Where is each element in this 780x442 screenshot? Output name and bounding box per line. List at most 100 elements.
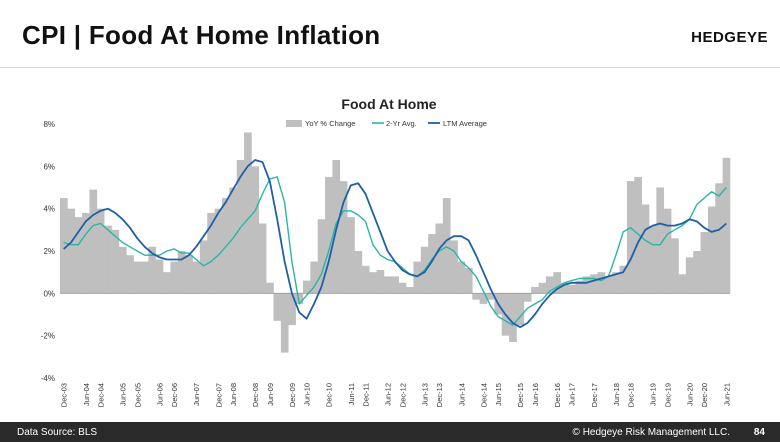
x-tick-label: Dec-04 xyxy=(97,383,106,407)
bar-yoy xyxy=(656,187,665,294)
y-tick-label: -4% xyxy=(41,374,55,383)
bar-yoy xyxy=(545,276,554,294)
slide-title: CPI | Food At Home Inflation xyxy=(22,20,381,50)
x-tick-label: Jun-20 xyxy=(686,383,695,406)
food-at-home-chart: Food At Home YoY % Change 2-Yr Avg. LTM Av… xyxy=(41,96,732,407)
x-tick-label: Dec-19 xyxy=(663,383,672,407)
y-tick-label: 0% xyxy=(43,289,55,298)
legend-label-2yr: 2-Yr Avg. xyxy=(386,119,417,128)
x-tick-label: Jun-19 xyxy=(649,383,658,406)
bar-yoy xyxy=(406,286,414,294)
bar-yoy xyxy=(428,234,436,294)
bar-yoy xyxy=(391,276,399,294)
bar-yoy xyxy=(413,261,422,294)
x-tick-label: Dec-09 xyxy=(288,383,297,407)
x-tick-label: Dec-11 xyxy=(362,383,371,407)
bar-yoy xyxy=(317,219,326,294)
x-tick-label: Jun-06 xyxy=(155,383,164,406)
x-tick-label: Jun-18 xyxy=(612,383,621,406)
bar-yoy xyxy=(266,282,274,294)
x-tick-label: Jun-04 xyxy=(82,383,91,406)
bar-yoy xyxy=(74,217,83,294)
bar-yoy xyxy=(597,272,606,294)
bar-yoy xyxy=(626,181,635,294)
x-tick-label: Jun-15 xyxy=(494,383,503,406)
x-tick-label: Jun-08 xyxy=(229,383,238,406)
bar-yoy xyxy=(523,293,532,302)
bar-yoy xyxy=(177,251,186,294)
x-tick-label: Jun-05 xyxy=(119,383,128,406)
legend-label-yoy: YoY % Change xyxy=(305,119,355,128)
y-tick-label: 8% xyxy=(43,120,55,129)
bar-yoy xyxy=(376,270,385,294)
bar-yoy xyxy=(155,259,164,294)
chart-title: Food At Home xyxy=(341,96,436,112)
bar-yoy xyxy=(715,183,723,294)
bar-yoy xyxy=(67,208,76,294)
y-tick-label: 4% xyxy=(43,205,55,214)
x-tick-label: Jun-07 xyxy=(192,383,201,406)
bar-yoy xyxy=(538,282,547,294)
bar-yoy xyxy=(663,208,672,294)
y-axis: -4% -2% 0% 2% 4% 6% 8% xyxy=(41,120,55,383)
bar-yoy xyxy=(347,217,355,294)
bar-yoy xyxy=(361,265,370,294)
copyright-label: © Hedgeye Risk Management LLC. xyxy=(572,427,730,438)
y-tick-label: -2% xyxy=(41,332,55,341)
bar-yoy xyxy=(288,293,296,326)
chart-legend: YoY % Change 2-Yr Avg. LTM Average xyxy=(286,119,487,128)
bar-yoy xyxy=(163,272,171,294)
y-tick-label: 6% xyxy=(43,162,55,171)
bar-yoy xyxy=(244,132,252,294)
x-tick-label: Jun-16 xyxy=(531,383,540,406)
bar-yoy xyxy=(273,293,282,321)
x-tick-label: Dec-08 xyxy=(251,383,260,407)
x-tick-label: Dec-17 xyxy=(590,383,599,407)
bar-yoy xyxy=(442,198,451,294)
bar-yoy xyxy=(568,284,576,294)
bar-yoy xyxy=(619,265,628,294)
x-tick-label: Dec-03 xyxy=(60,383,69,407)
bar-yoy xyxy=(450,240,458,294)
line-2yr-avg xyxy=(63,176,727,326)
bar-yoy xyxy=(214,208,223,294)
data-source-label: Data Source: BLS xyxy=(17,427,98,438)
bar-yoy xyxy=(192,261,201,294)
bar-yoy xyxy=(383,276,392,294)
x-tick-label: Dec-10 xyxy=(325,383,334,407)
x-tick-label: Jun-09 xyxy=(266,383,275,406)
bar-yoy xyxy=(133,261,142,294)
bar-yoy xyxy=(634,176,642,294)
legend-swatch-yoy xyxy=(286,120,302,127)
bar-yoy xyxy=(60,198,68,294)
bar-yoy xyxy=(398,282,407,294)
legend-label-ltm: LTM Average xyxy=(443,119,487,128)
bar-yoy xyxy=(487,293,495,300)
bar-yoy xyxy=(671,238,679,294)
x-axis: Dec-03 Jun-04 Dec-04 Jun-05 Dec-05 Jun-06 Dec-… xyxy=(60,383,732,407)
x-tick-label: Jun-13 xyxy=(421,383,430,406)
bar-yoy xyxy=(649,225,657,294)
bar-yoy xyxy=(339,181,348,294)
bar-yoy xyxy=(553,272,561,294)
line-series xyxy=(63,159,727,329)
bar-yoy xyxy=(479,293,488,304)
bar-yoy xyxy=(89,189,98,294)
bar-yoy xyxy=(96,208,105,294)
x-tick-label: Jun-17 xyxy=(568,383,577,406)
title-divider xyxy=(0,67,780,68)
line-ltm-average xyxy=(63,159,727,329)
bar-yoy xyxy=(707,206,716,294)
bar-yoy xyxy=(295,293,304,304)
bar-yoy xyxy=(516,293,525,326)
bar-yoy xyxy=(678,274,687,294)
x-tick-label: Jun-10 xyxy=(303,383,312,406)
bar-yoy xyxy=(464,267,473,294)
bar-yoy xyxy=(685,257,694,294)
bar-yoy xyxy=(280,293,289,353)
bar-yoy xyxy=(302,280,311,294)
bar-yoy xyxy=(325,176,333,294)
x-tick-label: Jun-21 xyxy=(722,383,731,406)
bar-yoy xyxy=(258,223,267,294)
x-tick-label: Jun-14 xyxy=(457,383,466,406)
